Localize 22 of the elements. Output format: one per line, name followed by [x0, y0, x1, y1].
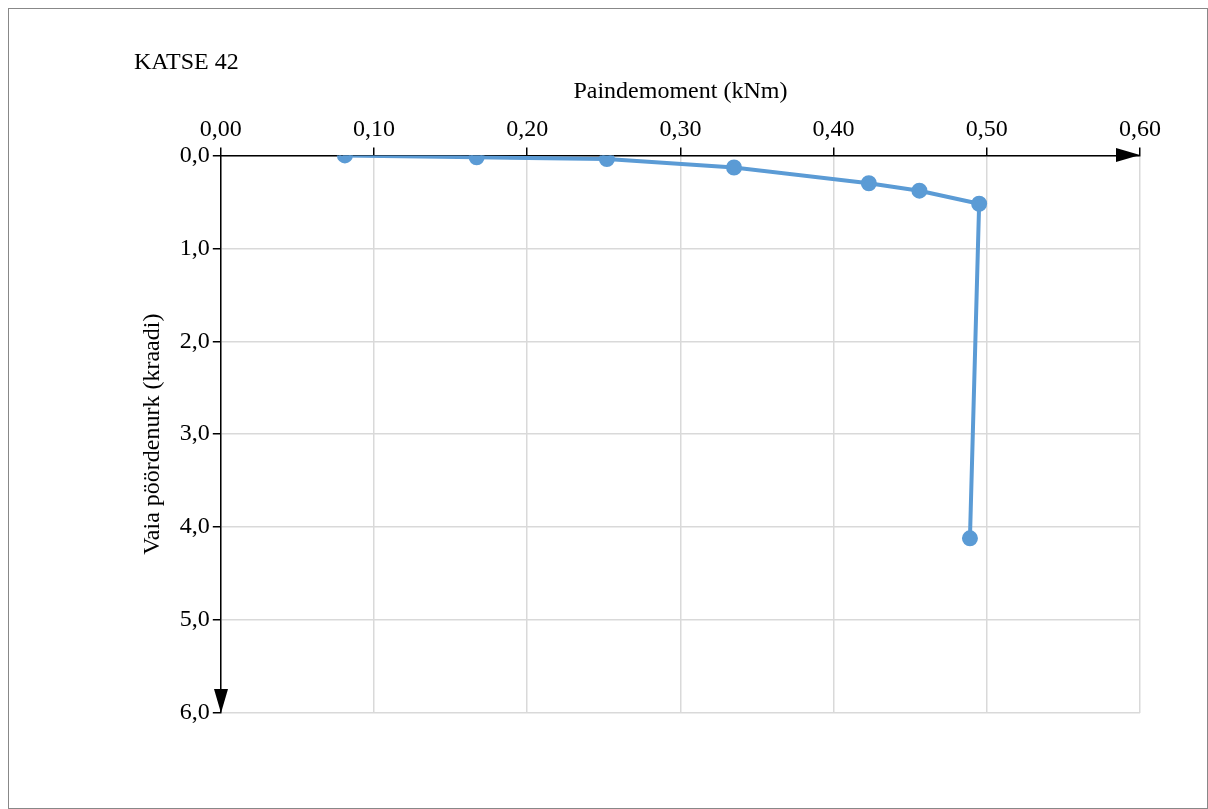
x-tick-label: 0,50: [965, 115, 1008, 142]
point: [726, 159, 743, 176]
point: [971, 195, 988, 212]
chart-title: KATSE 42: [134, 47, 239, 74]
y-tick-label: 0,0: [179, 140, 210, 167]
y-tick-label: 3,0: [179, 419, 210, 446]
x-tick-label: 0,20: [506, 115, 549, 142]
point: [961, 530, 978, 547]
x-tick-label: 0,00: [199, 115, 242, 142]
y-tick-label: 4,0: [179, 512, 210, 539]
x-tick-label: 0,10: [353, 115, 395, 142]
y-tick-label: 5,0: [179, 605, 210, 632]
point: [860, 175, 877, 192]
point: [911, 182, 928, 199]
y-tick-label: 6,0: [179, 698, 210, 725]
x-tick-label: 0,60: [1119, 115, 1161, 142]
y-axis-title: Vaia pöördenurk (kraadi): [137, 313, 164, 555]
x-axis-title: Paindemoment (kNm): [573, 77, 788, 104]
y-tick-label: 2,0: [179, 326, 210, 353]
y-tick-label: 1,0: [179, 233, 210, 260]
x-tick-label: 0,30: [659, 115, 702, 142]
x-tick-label: 0,40: [812, 115, 855, 142]
